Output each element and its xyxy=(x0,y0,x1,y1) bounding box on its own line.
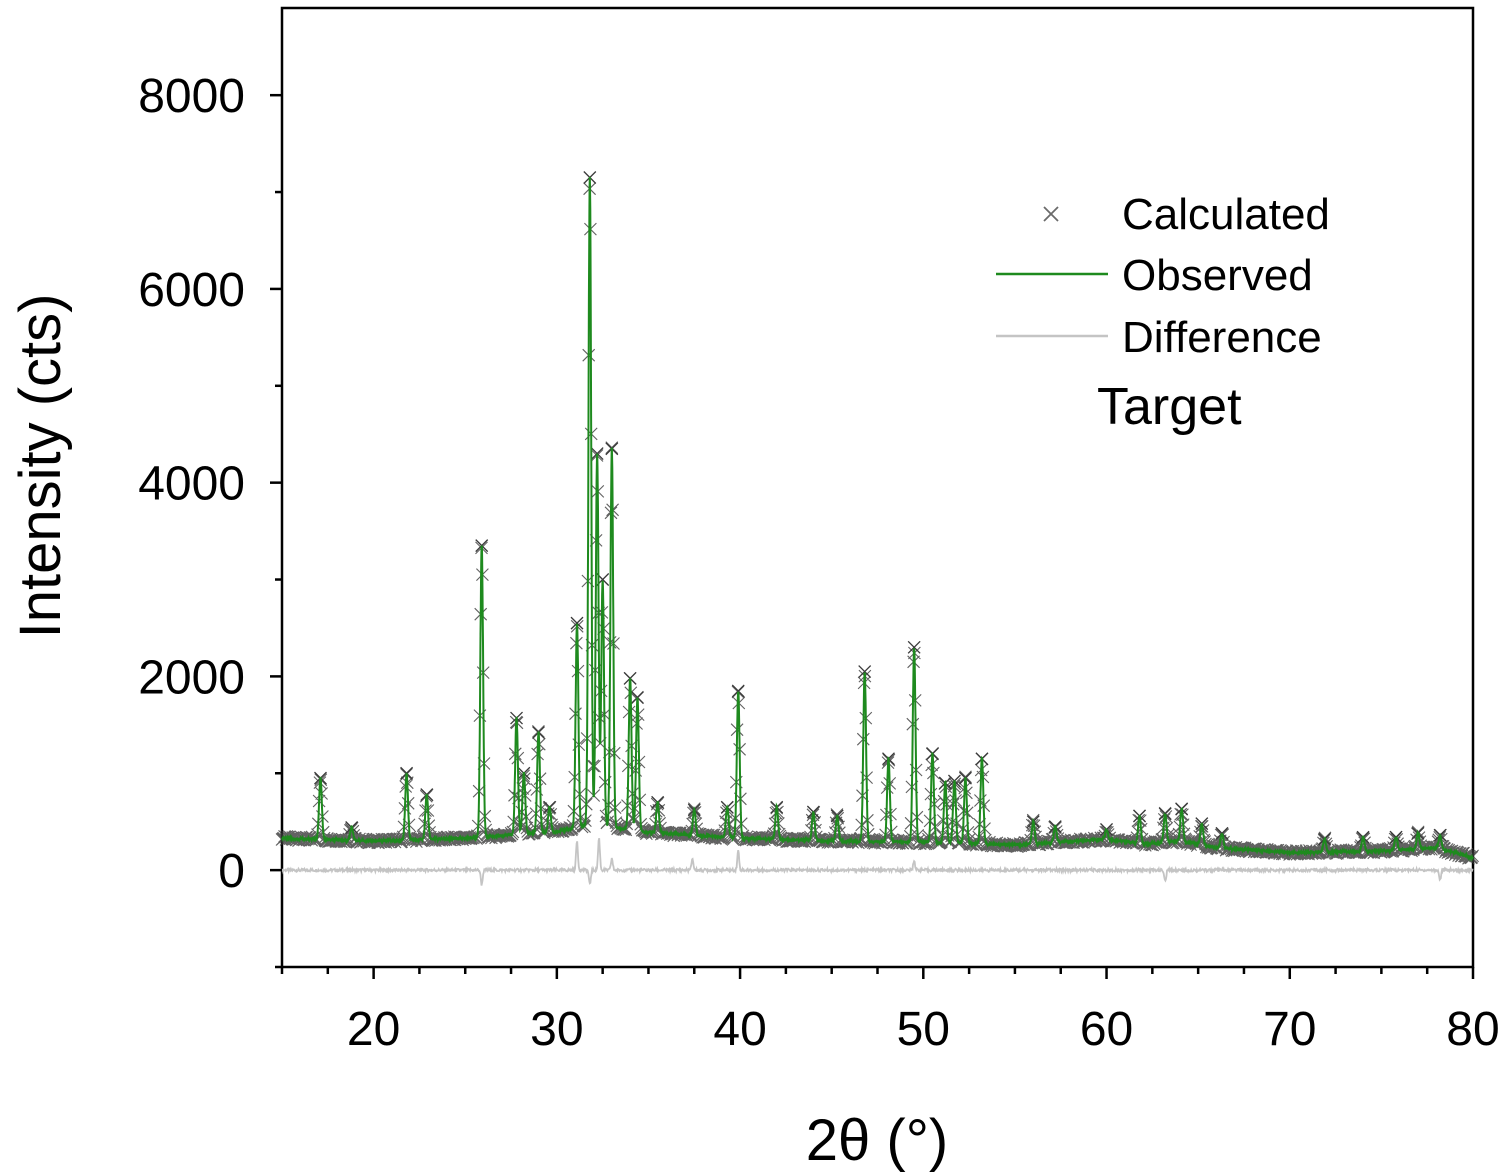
peak-marker-23 xyxy=(858,665,872,679)
x-tick-label: 80 xyxy=(1446,1003,1499,1056)
y-tick-label: 0 xyxy=(218,845,245,898)
difference-series xyxy=(281,837,1474,886)
x-tick-label: 60 xyxy=(1080,1003,1133,1056)
legend-label-difference: Difference xyxy=(1122,313,1322,362)
y-tick-label: 6000 xyxy=(138,264,245,317)
y-tick-label: 4000 xyxy=(138,458,245,511)
legend-label-calculated: Calculated xyxy=(1122,190,1330,239)
x-axis-title: 2θ (°) xyxy=(806,1108,948,1173)
y-axis-title: Intensity (cts) xyxy=(8,294,73,639)
legend: Calculated Observed Difference xyxy=(996,190,1330,362)
x-tick-label: 20 xyxy=(347,1003,400,1056)
difference-line xyxy=(281,837,1474,886)
x-tick-label: 30 xyxy=(530,1003,583,1056)
observed-series xyxy=(281,176,1474,862)
observed-line xyxy=(281,176,1474,862)
legend-marker-calculated xyxy=(1043,206,1059,222)
annotation-target: Target xyxy=(1097,378,1242,436)
y-tick-label: 2000 xyxy=(138,651,245,704)
peak-marker-9 xyxy=(570,616,584,630)
x-tick-label: 50 xyxy=(897,1003,950,1056)
x-axis-ticks: 20 30 40 50 60 70 80 xyxy=(280,967,1500,1056)
x-tick-label: 40 xyxy=(713,1003,766,1056)
peak-marker-19 xyxy=(731,684,745,698)
peak-marker-25 xyxy=(907,640,921,654)
y-axis-ticks: 0 2000 4000 6000 8000 xyxy=(138,70,282,969)
legend-label-observed: Observed xyxy=(1122,251,1313,300)
x-tick-label: 70 xyxy=(1263,1003,1316,1056)
y-tick-label: 8000 xyxy=(138,70,245,123)
plot-frame xyxy=(280,6,1475,969)
